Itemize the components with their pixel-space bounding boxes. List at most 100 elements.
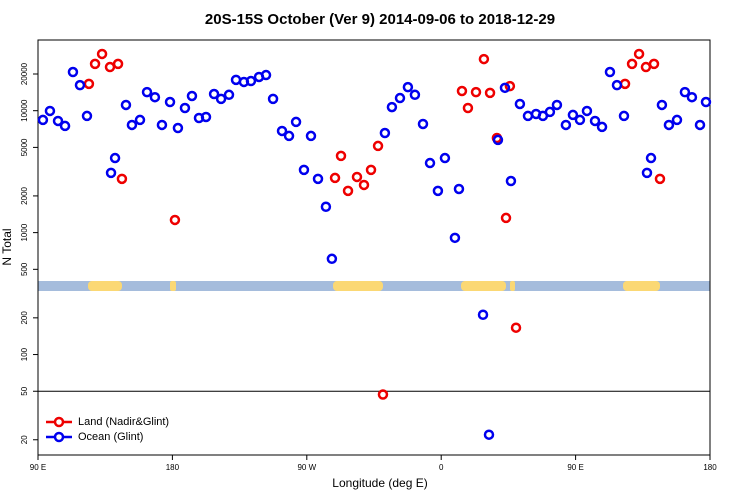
point [179,102,191,114]
x-tick-label: 180 [703,463,717,472]
point [116,173,128,185]
point [424,157,436,169]
point [372,140,384,152]
point [505,175,517,187]
x-tick-label: 90 E [30,463,46,472]
point [329,172,341,184]
point [663,119,675,131]
point [477,309,489,321]
plot-frame [37,39,711,456]
point [656,99,668,111]
point [544,106,556,118]
legend-marker [53,416,65,428]
point [596,121,608,133]
point [245,75,257,87]
point [456,85,468,97]
point [109,152,121,164]
point [134,114,146,126]
point [671,114,683,126]
point [394,92,406,104]
point [386,101,398,113]
point [365,164,377,176]
point [611,79,623,91]
point [470,86,482,98]
point [679,86,691,98]
point [156,119,168,131]
point [510,322,522,333]
point [478,53,490,65]
point [67,66,79,78]
point [260,69,272,81]
point [37,114,49,126]
point [439,152,451,164]
point [619,78,631,90]
point [377,389,389,400]
point [81,110,93,122]
point [326,253,338,265]
point [633,48,645,60]
point [560,119,572,131]
y-tick-label: 200 [20,311,29,325]
point [104,61,116,73]
point [169,214,181,226]
point [432,185,444,197]
point [492,134,504,146]
point [335,150,347,162]
point [172,122,184,134]
point [648,58,660,70]
point [59,120,71,132]
point [312,173,324,185]
point [567,109,579,121]
point [141,86,153,98]
point [149,91,161,103]
point [483,429,495,440]
y-axis-label: N Total [0,228,14,265]
point [200,111,212,123]
legend-marker [53,431,65,443]
y-tick-label: 5000 [20,138,29,156]
point [44,105,56,117]
point [641,167,653,179]
y-tick-label: 2000 [20,186,29,204]
point [589,115,601,127]
point [449,232,461,244]
x-tick-label: 0 [439,463,444,472]
y-tick-label: 100 [20,347,29,361]
x-tick-label: 90 W [297,463,316,472]
point [112,58,124,70]
point [551,99,563,111]
point [52,115,64,127]
point [283,130,295,142]
point [351,171,363,183]
point [700,96,712,108]
point [453,183,465,195]
point [504,80,516,92]
x-tick-label: 180 [166,463,180,472]
point [223,89,235,101]
x-axis-label: Longitude (deg E) [332,476,427,490]
y-tick-label: 20000 [20,62,29,85]
point [694,119,706,131]
point [126,119,138,131]
point [186,90,198,102]
point [640,61,652,73]
point [267,93,279,105]
point [514,98,526,110]
point [164,96,176,108]
point [105,167,117,179]
point [581,105,593,117]
point [417,118,429,130]
point [484,87,496,99]
x-tick-label: 90 E [567,463,583,472]
point [618,110,630,122]
point [574,114,586,126]
point [358,179,370,191]
y-tick-label: 500 [20,262,29,276]
point [208,88,220,100]
land-ocean-strip [38,281,710,291]
legend-label: Land (Nadir&Glint) [78,416,169,428]
point [215,93,227,105]
point [402,81,414,93]
point [626,58,638,70]
